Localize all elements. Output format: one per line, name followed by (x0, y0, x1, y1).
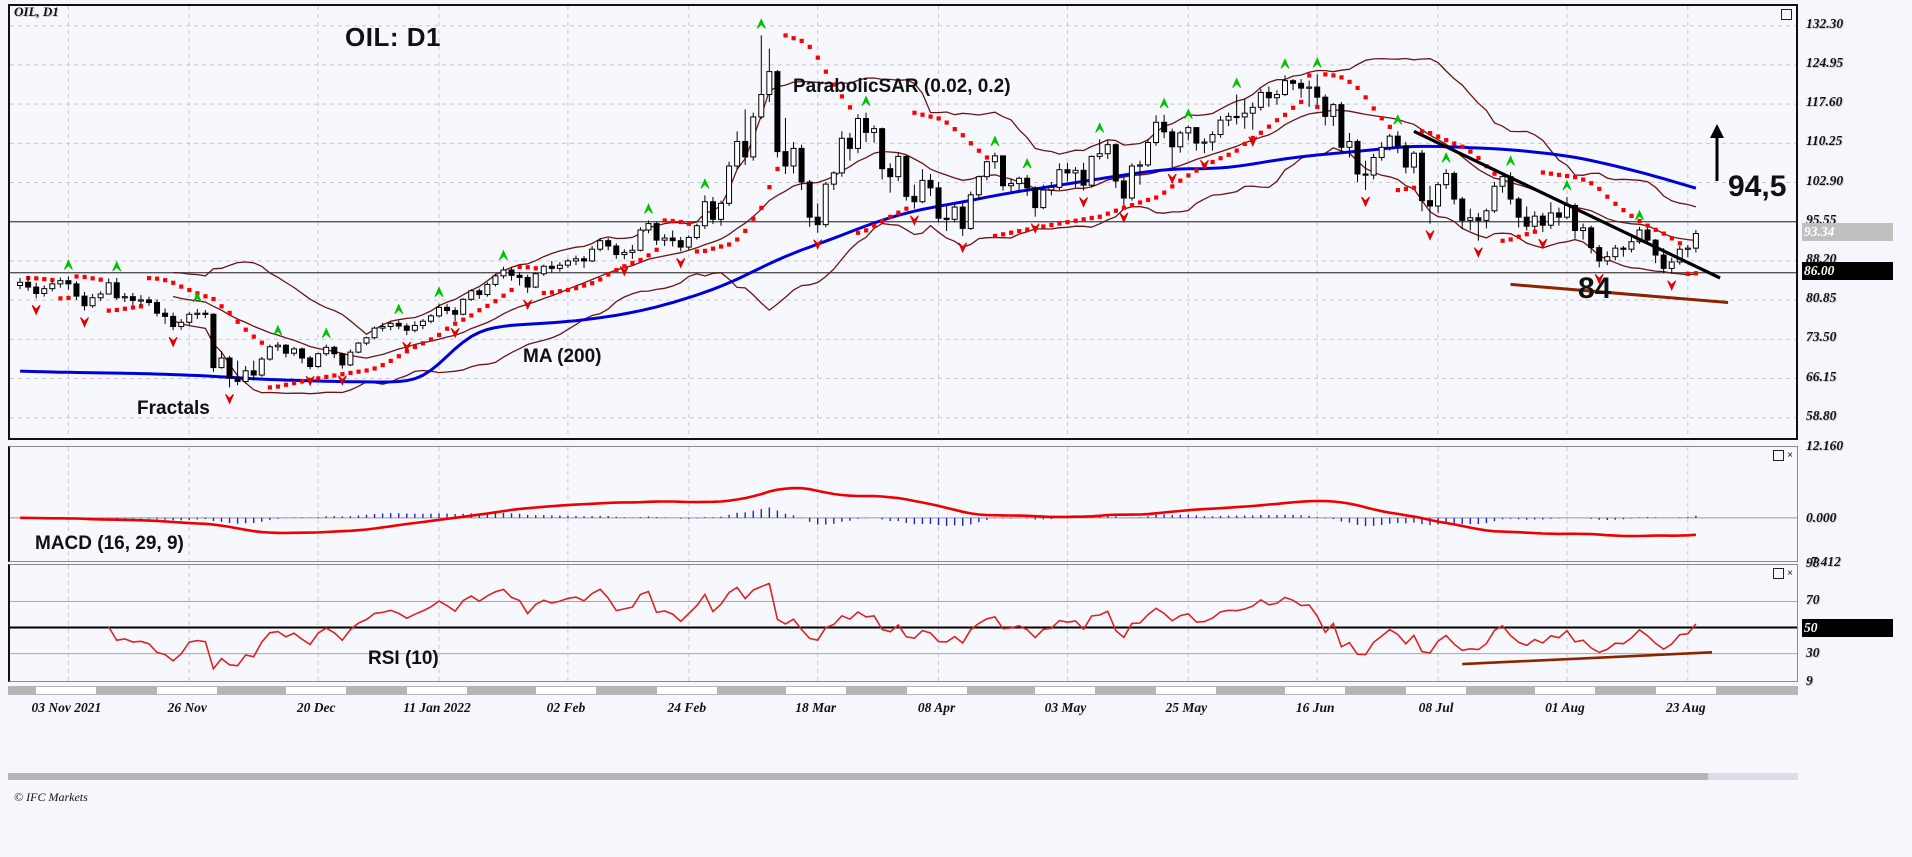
level-price-badge: 86.00 (1802, 261, 1893, 280)
rsi-tick: 30 (1806, 645, 1820, 661)
date-band-segment (36, 687, 97, 694)
rsi-tick: 9 (1806, 673, 1813, 688)
date-band-segment (1655, 687, 1716, 694)
macd-plot-area[interactable] (10, 447, 1797, 561)
macd-panel[interactable]: × (8, 446, 1798, 562)
rsi-chart-svg (10, 565, 1797, 681)
date-tick-label: 24 Feb (667, 700, 707, 715)
copyright-label: © IFC Markets (14, 790, 88, 804)
date-tick-label: 03 Nov 2021 (31, 700, 102, 715)
date-tick-label: 18 Mar (795, 700, 837, 715)
rsi-tick: 50 (1802, 618, 1893, 637)
symbol-timeframe-label: OIL, D1 (14, 4, 59, 19)
date-band-segment (906, 687, 967, 694)
date-band-segment (157, 687, 218, 694)
date-band-segment (656, 687, 717, 694)
date-tick-label: 25 May (1165, 700, 1208, 715)
date-band-segment (535, 687, 596, 694)
price-tick: 80.85 (1806, 290, 1837, 306)
date-tick-label: 20 Dec (296, 700, 336, 715)
target-down-label: 84 (1578, 272, 1612, 305)
price-tick: 102.90 (1806, 172, 1844, 188)
price-tick: 132.30 (1806, 15, 1844, 31)
maximize-icon[interactable] (1781, 9, 1792, 20)
scrollbar-thumb[interactable] (8, 773, 1708, 780)
macd-tick: -7.412 (1806, 554, 1841, 569)
date-band-segment (1406, 687, 1467, 694)
price-chart-panel[interactable] (8, 4, 1798, 440)
chart-title: OIL: D1 (345, 22, 441, 52)
date-band-segment (407, 687, 467, 694)
date-band-segment (286, 687, 347, 694)
price-scale[interactable]: 132.30 124.95 117.60 110.25 102.90 95.55 88.20… (1800, 0, 1912, 857)
rsi-label: RSI (10) (368, 648, 439, 669)
macd-panel-window-buttons[interactable]: × (1773, 450, 1793, 461)
date-tick-label: 11 Jan 2022 (403, 700, 471, 715)
date-band-segment (1035, 687, 1096, 694)
price-tick: 73.50 (1806, 329, 1837, 345)
close-icon[interactable]: × (1787, 568, 1793, 579)
price-tick: 117.60 (1806, 94, 1843, 110)
macd-label: MACD (16, 29, 9) (35, 533, 184, 554)
rsi-tick: 98 (1806, 555, 1820, 570)
price-tick: 110.25 (1806, 133, 1843, 149)
date-tick-label: 08 Jul (1418, 700, 1454, 715)
close-icon[interactable]: × (1787, 450, 1793, 461)
price-plot-area[interactable] (10, 6, 1796, 438)
maximize-icon[interactable] (1773, 450, 1785, 461)
price-tick: 66.15 (1806, 368, 1837, 384)
rsi-panel[interactable]: × (8, 564, 1798, 682)
rsi-plot-area[interactable] (10, 565, 1797, 681)
date-band-segment (1285, 687, 1346, 694)
price-chart-svg (10, 6, 1796, 438)
date-band-segment (1534, 687, 1595, 694)
macd-chart-svg (10, 447, 1797, 561)
date-axis[interactable]: 03 Nov 2021 26 Nov 20 Dec 11 Jan 2022 02 Feb… (8, 686, 1798, 726)
date-tick-label: 03 May (1044, 700, 1087, 715)
target-up-label: 94,5 (1728, 170, 1787, 203)
date-tick-label: 01 Aug (1545, 700, 1585, 715)
price-tick: 58.80 (1806, 407, 1837, 423)
price-tick: 124.95 (1806, 54, 1844, 70)
parabolic-sar-label: ParabolicSAR (0.02, 0.2) (793, 76, 1011, 97)
price-panel-window-buttons[interactable] (1781, 9, 1792, 20)
date-tick-label: 16 Jun (1295, 700, 1335, 715)
ma200-label: MA (200) (523, 346, 602, 367)
fractals-label: Fractals (137, 398, 210, 419)
date-tick-label: 26 Nov (167, 700, 207, 715)
macd-tick: 12.160 (1806, 438, 1844, 453)
macd-tick: 0.000 (1806, 510, 1837, 526)
rsi-panel-window-buttons[interactable]: × (1773, 568, 1793, 579)
date-tick-label: 02 Feb (546, 700, 586, 715)
date-band (8, 686, 1798, 695)
date-tick-label: 23 Aug (1666, 700, 1706, 715)
date-band-segment (785, 687, 846, 694)
horizontal-scrollbar[interactable] (8, 773, 1798, 780)
date-tick-label: 08 Apr (917, 700, 956, 715)
date-band-segment (1156, 687, 1217, 694)
current-price-badge: 93.34 (1802, 222, 1893, 241)
rsi-tick: 70 (1806, 592, 1820, 608)
maximize-icon[interactable] (1773, 568, 1785, 579)
